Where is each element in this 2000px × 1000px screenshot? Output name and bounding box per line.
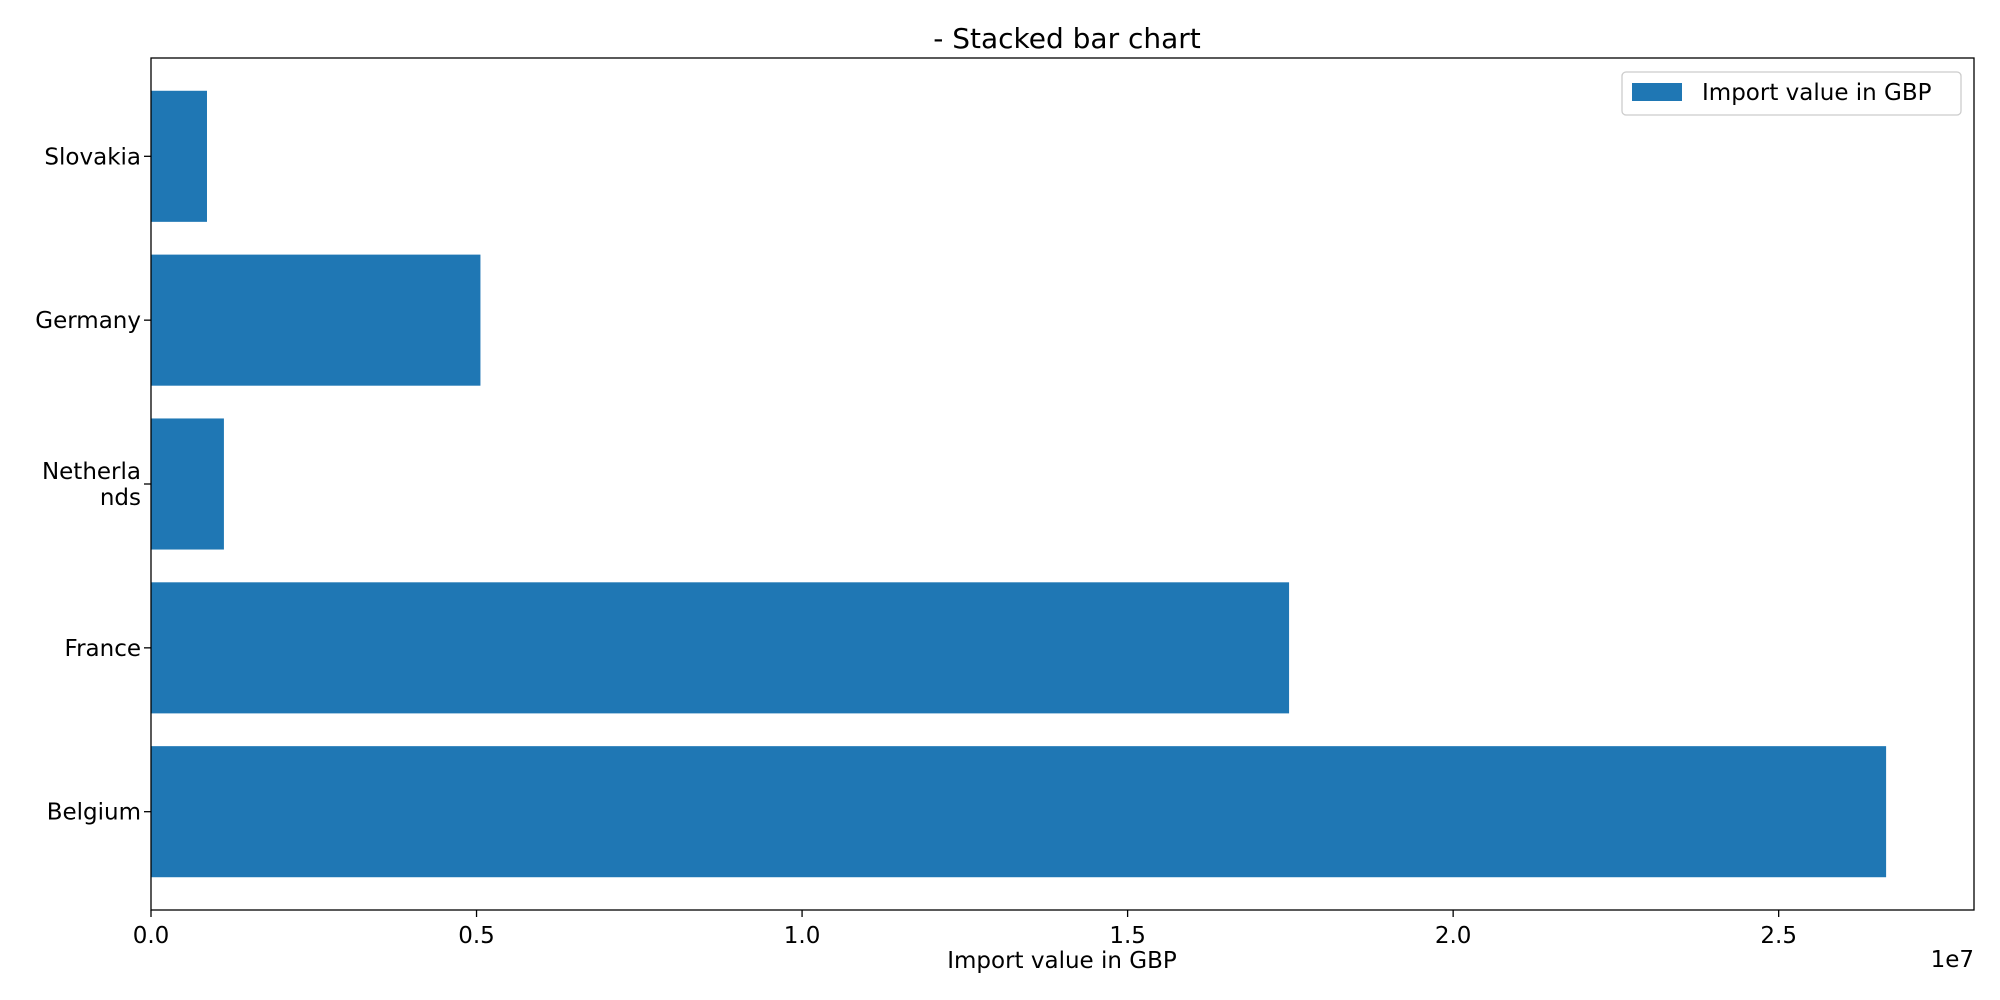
legend: Import value in GBP — [1621, 71, 1962, 116]
x-axis: 0.0 0.5 1.0 1.5 2.0 2.5 — [133, 910, 1797, 949]
bar-netherlands — [151, 418, 224, 550]
y-tick-label: Slovakia — [44, 144, 141, 170]
x-tick-label: 1.5 — [1109, 923, 1146, 949]
plot-frame — [150, 57, 1975, 911]
y-tick-label: Netherla nds — [42, 459, 141, 511]
x-tick-label: 2.5 — [1760, 923, 1797, 949]
x-axis-offset-label: 1e7 — [1931, 947, 1974, 973]
bar-france — [151, 582, 1290, 714]
x-tick-label: 1.0 — [784, 923, 821, 949]
y-tick-label: Germany — [35, 308, 141, 334]
bar-slovakia — [151, 90, 207, 222]
y-tick-label: Belgium — [47, 800, 141, 826]
legend-frame — [1621, 71, 1962, 116]
legend-swatch — [1632, 83, 1682, 101]
y-axis: Belgium France Netherla nds Germany Slovakia — [35, 144, 151, 826]
legend-label: Import value in GBP — [1702, 80, 1932, 106]
bar-belgium — [151, 746, 1887, 878]
x-tick-label: 0.5 — [458, 923, 495, 949]
x-tick-label: 2.0 — [1435, 923, 1472, 949]
x-tick-label: 0.0 — [133, 923, 170, 949]
y-tick-label: France — [65, 636, 141, 662]
x-axis-label: Import value in GBP — [947, 948, 1177, 974]
chart-title: - Stacked bar chart — [933, 22, 1201, 55]
bar-germany — [151, 254, 481, 386]
bars-group — [151, 90, 1887, 878]
